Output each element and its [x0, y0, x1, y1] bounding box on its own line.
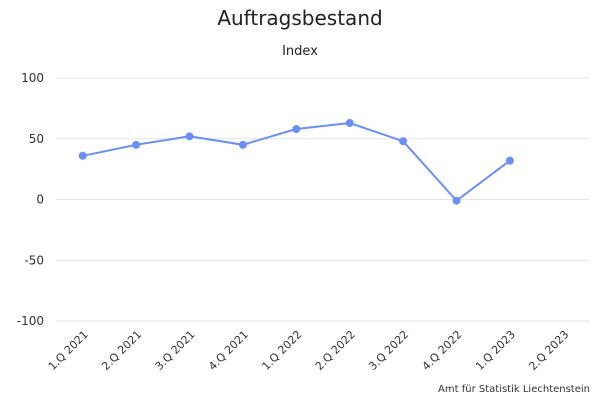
data-point — [78, 151, 87, 160]
series-line — [82, 121, 511, 203]
data-point — [292, 125, 301, 134]
x-tick-label: 4.Q 2022 — [420, 328, 465, 373]
x-tick-label: 2.Q 2023 — [526, 328, 571, 373]
x-tick-label: 3.Q 2021 — [153, 328, 198, 373]
y-axis-labels: 100 50 0 -50 -100 — [17, 71, 44, 328]
x-tick-label: 1.Q 2023 — [473, 328, 518, 373]
y-tick-label: -100 — [17, 314, 44, 328]
data-point — [185, 132, 194, 141]
data-point — [345, 118, 354, 127]
x-tick-label: 1.Q 2021 — [46, 328, 91, 373]
source-note: Amt für Statistik Liechtenstein — [438, 384, 590, 395]
x-tick-label: 2.Q 2021 — [99, 328, 144, 373]
data-point — [238, 140, 247, 149]
x-tick-label: 4.Q 2021 — [206, 328, 251, 373]
x-axis-labels: 1.Q 2021 2.Q 2021 3.Q 2021 4.Q 2021 1.Q 2022… — [46, 328, 572, 373]
data-point — [505, 156, 514, 165]
series-group — [78, 118, 514, 205]
y-tick-label: 100 — [21, 71, 44, 85]
x-tick-label: 3.Q 2022 — [366, 328, 411, 373]
y-tick-label: -50 — [24, 253, 44, 267]
data-point — [399, 137, 408, 146]
chart-title: Auftragsbestand — [217, 6, 383, 30]
data-point — [132, 140, 141, 149]
x-tick-label: 1.Q 2022 — [259, 328, 304, 373]
y-tick-label: 0 — [36, 193, 44, 207]
chart-subtitle: Index — [282, 44, 318, 59]
data-point — [452, 196, 461, 205]
y-tick-label: 50 — [29, 132, 44, 146]
gridlines — [56, 77, 590, 322]
x-tick-label: 2.Q 2022 — [313, 328, 358, 373]
